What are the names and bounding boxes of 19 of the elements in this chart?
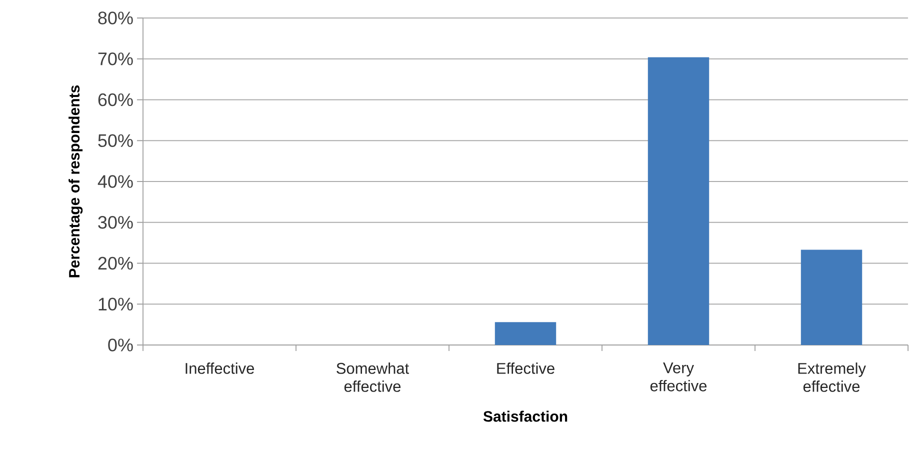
y-tick-label: 60%	[98, 93, 133, 106]
y-axis-title: Percentage of respondents	[68, 85, 83, 278]
y-tick-label: 30%	[98, 216, 133, 229]
x-tick-label: Somewhat effective	[336, 362, 409, 392]
bar	[800, 250, 862, 345]
bar	[494, 322, 556, 345]
y-tick-label: 50%	[98, 134, 133, 147]
y-tick-label: 70%	[98, 52, 133, 66]
y-tick-label: 40%	[98, 175, 133, 188]
y-tick-label: 80%	[98, 12, 133, 24]
bar	[648, 57, 710, 345]
y-tick-label: 10%	[98, 298, 133, 310]
x-tick-label: Extremely effective	[798, 362, 866, 392]
x-tick-label: Very effective	[650, 362, 707, 392]
y-tick-label: 20%	[98, 256, 133, 270]
x-tick-label: Ineffective	[186, 362, 254, 374]
x-tick-label: Effective	[497, 362, 554, 374]
x-axis-title: Satisfaction	[483, 410, 568, 422]
y-tick-label: 0%	[108, 338, 133, 352]
